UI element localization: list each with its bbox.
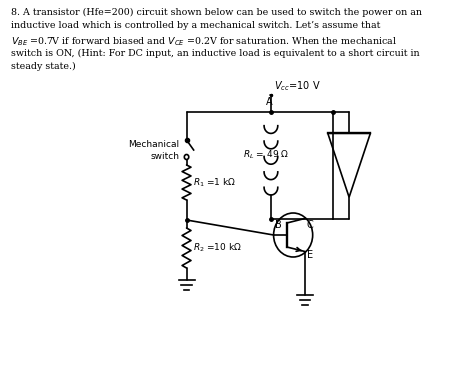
Text: Mechanical: Mechanical — [128, 140, 180, 149]
Text: $R_L$ = 49 Ω: $R_L$ = 49 Ω — [243, 148, 289, 161]
Text: $V_{BE}$ =0.7V if forward biased and $V_{CE}$ =0.2V for saturation. When the mec: $V_{BE}$ =0.7V if forward biased and $V_… — [10, 35, 397, 47]
Text: E: E — [307, 250, 313, 260]
Text: $R_1$ =1 kΩ: $R_1$ =1 kΩ — [193, 176, 236, 189]
Text: 8. A transistor (Hfe=200) circuit shown below can be used to switch the power on: 8. A transistor (Hfe=200) circuit shown … — [10, 8, 422, 17]
Text: steady state.): steady state.) — [10, 62, 75, 71]
Text: inductive load which is controlled by a mechanical switch. Let’s assume that: inductive load which is controlled by a … — [10, 22, 380, 31]
Text: $V_{cc}$=10 V: $V_{cc}$=10 V — [273, 79, 320, 93]
Text: $R_2$ =10 kΩ: $R_2$ =10 kΩ — [193, 242, 242, 254]
Text: C: C — [307, 220, 313, 231]
Text: switch: switch — [150, 152, 180, 161]
Text: B: B — [275, 220, 282, 230]
Text: A: A — [266, 97, 273, 107]
Text: switch is ON, (Hint: For DC input, an inductive load is equivalent to a short ci: switch is ON, (Hint: For DC input, an in… — [10, 48, 419, 57]
